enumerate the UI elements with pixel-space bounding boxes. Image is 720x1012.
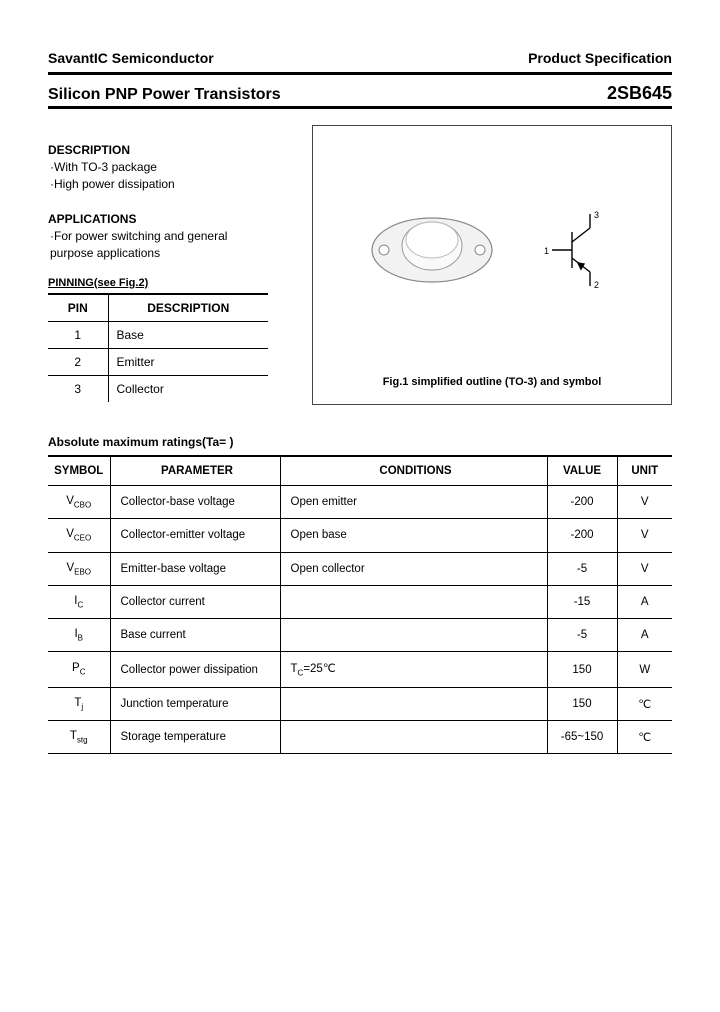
- cell-parameter: Collector power dissipation: [110, 652, 280, 687]
- left-column: DESCRIPTION ·With TO-3 package ·High pow…: [48, 125, 298, 405]
- cell-conditions: Open base: [280, 519, 547, 552]
- cell-parameter: Junction temperature: [110, 687, 280, 720]
- cell-symbol: Tstg: [48, 721, 110, 754]
- pin-desc: Collector: [108, 375, 268, 402]
- cell-value: -200: [547, 519, 617, 552]
- cell-symbol: Tj: [48, 687, 110, 720]
- cell-value: 150: [547, 652, 617, 687]
- description-item: ·With TO-3 package: [50, 159, 298, 176]
- cell-conditions: Open emitter: [280, 486, 547, 519]
- cell-parameter: Collector-emitter voltage: [110, 519, 280, 552]
- col-unit: UNIT: [617, 456, 672, 486]
- table-row: ICCollector current -15A: [48, 585, 672, 618]
- cell-parameter: Base current: [110, 619, 280, 652]
- col-pin: PIN: [48, 294, 108, 322]
- pin-desc: Emitter: [108, 348, 268, 375]
- cell-value: -5: [547, 552, 617, 585]
- table-row: VCEOCollector-emitter voltageOpen base-2…: [48, 519, 672, 552]
- right-column: 1 2 3 Fig.1 simplified outline (TO-3) an…: [312, 125, 672, 405]
- cell-conditions: [280, 687, 547, 720]
- cell-symbol: VCEO: [48, 519, 110, 552]
- applications-item: ·For power switching and general: [50, 228, 298, 245]
- cell-conditions: [280, 619, 547, 652]
- table-row: VCBOCollector-base voltageOpen emitter-2…: [48, 486, 672, 519]
- pin-desc: Base: [108, 321, 268, 348]
- pinning-table: PIN DESCRIPTION 1 Base 2 Emitter 3 Colle…: [48, 293, 268, 402]
- cell-value: -200: [547, 486, 617, 519]
- table-header-row: SYMBOL PARAMETER CONDITIONS VALUE UNIT: [48, 456, 672, 486]
- title-row: Silicon PNP Power Transistors 2SB645: [48, 83, 672, 104]
- table-row: 3 Collector: [48, 375, 268, 402]
- symbol-pin-1: 1: [544, 246, 549, 256]
- figure-caption: Fig.1 simplified outline (TO-3) and symb…: [383, 376, 602, 388]
- table-row: PCCollector power dissipationTC=25℃150W: [48, 652, 672, 687]
- table-row: 1 Base: [48, 321, 268, 348]
- page-header: SavantIC Semiconductor Product Specifica…: [48, 50, 672, 66]
- cell-parameter: Storage temperature: [110, 721, 280, 754]
- cell-conditions: [280, 585, 547, 618]
- cell-symbol: IC: [48, 585, 110, 618]
- cell-symbol: PC: [48, 652, 110, 687]
- cell-conditions: Open collector: [280, 552, 547, 585]
- cell-unit: W: [617, 652, 672, 687]
- cell-value: -65~150: [547, 721, 617, 754]
- rule-title: [48, 106, 672, 109]
- cell-unit: V: [617, 552, 672, 585]
- upper-section: DESCRIPTION ·With TO-3 package ·High pow…: [48, 125, 672, 405]
- cell-value: -5: [547, 619, 617, 652]
- part-number: 2SB645: [607, 83, 672, 104]
- col-conditions: CONDITIONS: [280, 456, 547, 486]
- pin-num: 3: [48, 375, 108, 402]
- cell-parameter: Collector current: [110, 585, 280, 618]
- cell-unit: ℃: [617, 687, 672, 720]
- pin-num: 1: [48, 321, 108, 348]
- col-parameter: PARAMETER: [110, 456, 280, 486]
- ratings-table: SYMBOL PARAMETER CONDITIONS VALUE UNIT V…: [48, 455, 672, 754]
- company-name: SavantIC Semiconductor: [48, 50, 214, 66]
- cell-symbol: VCBO: [48, 486, 110, 519]
- description-heading: DESCRIPTION: [48, 143, 298, 157]
- ratings-heading: Absolute maximum ratings(Ta= ): [48, 435, 672, 449]
- pinning-caption: PINNING(see Fig.2): [48, 277, 298, 289]
- cell-unit: A: [617, 619, 672, 652]
- cell-unit: ℃: [617, 721, 672, 754]
- table-row: TjJunction temperature 150℃: [48, 687, 672, 720]
- table-row: VEBOEmitter-base voltageOpen collector-5…: [48, 552, 672, 585]
- cell-conditions: [280, 721, 547, 754]
- cell-symbol: IB: [48, 619, 110, 652]
- description-item: ·High power dissipation: [50, 176, 298, 193]
- table-row: IBBase current -5A: [48, 619, 672, 652]
- figure-box: 1 2 3 Fig.1 simplified outline (TO-3) an…: [312, 125, 672, 405]
- pin-num: 2: [48, 348, 108, 375]
- symbol-pin-3: 3: [594, 210, 599, 220]
- cell-conditions: TC=25℃: [280, 652, 547, 687]
- cell-unit: V: [617, 519, 672, 552]
- cell-parameter: Emitter-base voltage: [110, 552, 280, 585]
- applications-item: purpose applications: [50, 245, 298, 262]
- table-row: 2 Emitter: [48, 348, 268, 375]
- cell-unit: V: [617, 486, 672, 519]
- product-title: Silicon PNP Power Transistors: [48, 86, 281, 104]
- package-diagram: 1 2 3: [342, 170, 642, 330]
- col-description: DESCRIPTION: [108, 294, 268, 322]
- col-symbol: SYMBOL: [48, 456, 110, 486]
- table-header-row: PIN DESCRIPTION: [48, 294, 268, 322]
- cell-value: -15: [547, 585, 617, 618]
- rule-top: [48, 72, 672, 75]
- cell-unit: A: [617, 585, 672, 618]
- cell-value: 150: [547, 687, 617, 720]
- table-row: TstgStorage temperature -65~150℃: [48, 721, 672, 754]
- cell-symbol: VEBO: [48, 552, 110, 585]
- symbol-pin-2: 2: [594, 280, 599, 290]
- applications-heading: APPLICATIONS: [48, 212, 298, 226]
- doc-type: Product Specification: [528, 50, 672, 66]
- col-value: VALUE: [547, 456, 617, 486]
- cell-parameter: Collector-base voltage: [110, 486, 280, 519]
